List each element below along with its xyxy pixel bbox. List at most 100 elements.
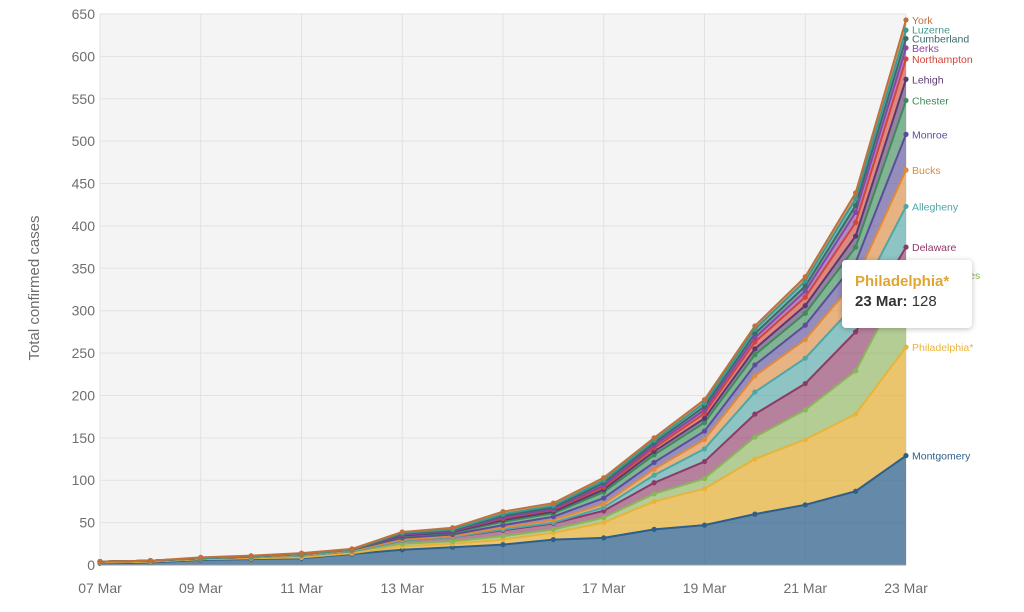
point-monroe[interactable] <box>601 495 607 501</box>
point-montgomery[interactable] <box>752 511 758 517</box>
point-northampton[interactable] <box>802 294 808 300</box>
point-lehigh[interactable] <box>701 415 708 421</box>
point-luzerne[interactable] <box>853 196 859 202</box>
point-cumberland[interactable] <box>853 202 859 209</box>
point-lehigh[interactable] <box>752 346 758 352</box>
point-montgomery[interactable] <box>601 535 607 541</box>
point-chester[interactable] <box>701 419 708 426</box>
point-bucks[interactable] <box>701 436 708 443</box>
point-york[interactable] <box>399 529 405 535</box>
point-chester[interactable] <box>903 97 909 104</box>
point-delaware[interactable] <box>651 480 657 486</box>
point-york[interactable] <box>752 323 758 329</box>
point-montgomery[interactable] <box>903 453 909 459</box>
point-montgomery[interactable] <box>500 542 506 548</box>
point-monroe[interactable] <box>651 459 657 466</box>
point-philadelphia[interactable] <box>853 411 859 417</box>
point-lehigh[interactable] <box>853 233 859 239</box>
point-philadelphia[interactable] <box>651 498 657 505</box>
series-label-york: York <box>912 15 933 27</box>
point-other-counties[interactable] <box>601 514 607 521</box>
area-philadelphia <box>100 347 906 564</box>
point-luzerne[interactable] <box>903 27 909 33</box>
series-label-chester: Chester <box>912 95 949 107</box>
point-york[interactable] <box>651 435 657 441</box>
series-label-bucks: Bucks <box>912 165 941 177</box>
point-allegheny[interactable] <box>802 355 808 361</box>
point-montgomery[interactable] <box>701 522 708 528</box>
point-york[interactable] <box>550 500 556 506</box>
point-delaware[interactable] <box>903 244 909 250</box>
point-delaware[interactable] <box>701 458 708 465</box>
point-bucks[interactable] <box>802 336 808 343</box>
point-chester[interactable] <box>752 352 758 358</box>
point-cumberland[interactable] <box>802 283 808 289</box>
point-other-counties[interactable] <box>752 434 758 440</box>
point-monroe[interactable] <box>701 428 708 434</box>
point-northampton[interactable] <box>752 339 758 345</box>
point-other-counties[interactable] <box>802 407 808 413</box>
point-delaware[interactable] <box>752 411 758 417</box>
point-york[interactable] <box>802 274 808 280</box>
point-other-counties[interactable] <box>500 533 506 539</box>
point-philadelphia[interactable] <box>601 520 607 526</box>
point-philadelphia[interactable] <box>701 486 708 492</box>
point-allegheny[interactable] <box>701 446 708 452</box>
point-allegheny[interactable] <box>903 203 909 210</box>
point-other-counties[interactable] <box>701 475 708 482</box>
point-montgomery[interactable] <box>550 536 556 543</box>
point-chester[interactable] <box>802 310 808 316</box>
point-northampton[interactable] <box>903 56 909 62</box>
point-york[interactable] <box>853 190 859 196</box>
point-delaware[interactable] <box>853 329 859 335</box>
point-delaware[interactable] <box>802 380 808 387</box>
point-bucks[interactable] <box>651 466 657 472</box>
point-berks[interactable] <box>802 288 808 294</box>
point-montgomery[interactable] <box>651 526 657 532</box>
point-berks[interactable] <box>752 335 758 341</box>
point-york[interactable] <box>97 559 103 565</box>
y-tick-label: 100 <box>72 472 96 488</box>
point-monroe[interactable] <box>903 131 909 137</box>
point-other-counties[interactable] <box>550 526 556 532</box>
point-york[interactable] <box>248 553 254 559</box>
point-cumberland[interactable] <box>903 35 909 42</box>
point-bucks[interactable] <box>601 501 607 507</box>
point-lehigh[interactable] <box>903 76 909 82</box>
series-label-delaware: Delaware <box>912 242 957 254</box>
point-bucks[interactable] <box>903 167 909 173</box>
point-york[interactable] <box>450 525 456 531</box>
point-monroe[interactable] <box>752 362 758 368</box>
point-other-counties[interactable] <box>450 538 456 544</box>
point-berks[interactable] <box>853 209 859 215</box>
point-allegheny[interactable] <box>651 472 657 478</box>
point-cumberland[interactable] <box>752 330 758 337</box>
point-chester[interactable] <box>853 244 859 250</box>
point-other-counties[interactable] <box>853 368 859 374</box>
point-lehigh[interactable] <box>802 303 808 309</box>
series-label-philadelphia: Philadelphia* <box>912 342 973 354</box>
point-york[interactable] <box>601 475 607 481</box>
point-bucks[interactable] <box>752 373 758 379</box>
point-philadelphia[interactable] <box>752 456 758 462</box>
point-york[interactable] <box>349 546 355 552</box>
point-allegheny[interactable] <box>752 389 758 395</box>
point-berks[interactable] <box>903 45 909 51</box>
point-monroe[interactable] <box>802 322 808 328</box>
series-label-monroe: Monroe <box>912 129 948 141</box>
point-other-counties[interactable] <box>651 491 657 497</box>
point-york[interactable] <box>298 550 305 556</box>
point-york[interactable] <box>500 508 506 515</box>
point-philadelphia[interactable] <box>802 436 808 443</box>
point-montgomery[interactable] <box>802 502 808 508</box>
point-northampton[interactable] <box>853 219 859 226</box>
point-luzerne[interactable] <box>802 278 808 284</box>
point-philadelphia[interactable] <box>903 344 909 350</box>
point-york[interactable] <box>147 558 153 564</box>
point-york[interactable] <box>701 397 708 403</box>
point-montgomery[interactable] <box>853 488 859 494</box>
point-york[interactable] <box>198 554 204 560</box>
point-york[interactable] <box>903 17 909 23</box>
tooltip-date: 23 Mar: <box>855 293 908 310</box>
